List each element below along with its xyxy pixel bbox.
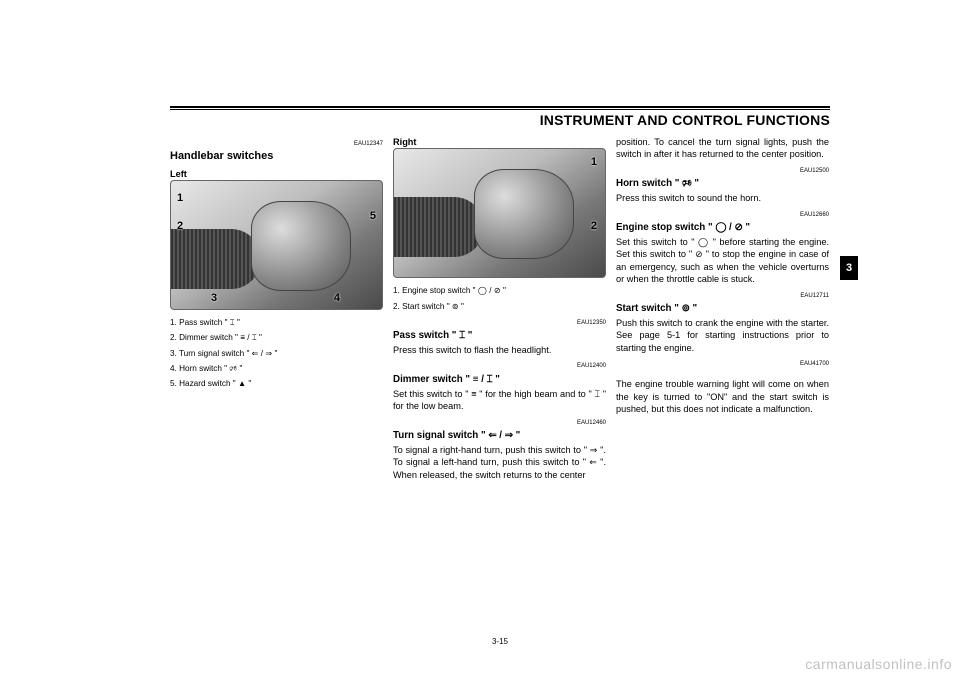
- turn-signal-cont: position. To cancel the turn signal ligh…: [616, 136, 829, 161]
- legend-left: 1. Pass switch " ⌶ " 2. Dimmer switch " …: [170, 316, 383, 390]
- callout-2: 2: [591, 219, 597, 234]
- legend-item: 4. Horn switch " 🕫 ": [170, 362, 383, 375]
- start-switch-body: Push this switch to crank the engine wit…: [616, 317, 829, 354]
- left-label: Left: [170, 168, 383, 180]
- horn-switch-heading: Horn switch " 🕫 ": [616, 177, 829, 190]
- column-2: Right 1 2 1. Engine stop switch " ◯ / ⊘ …: [393, 134, 606, 483]
- column-3: position. To cancel the turn signal ligh…: [616, 134, 829, 483]
- legend-right: 1. Engine stop switch " ◯ / ⊘ " 2. Start…: [393, 284, 606, 312]
- legend-item: 1. Engine stop switch " ◯ / ⊘ ": [393, 284, 606, 297]
- rule-thin: [170, 109, 830, 110]
- start-switch-heading: Start switch " ⊚ ": [616, 302, 829, 315]
- warning-body: The engine trouble warning light will co…: [616, 378, 829, 415]
- manual-page: INSTRUMENT AND CONTROL FUNCTIONS 3 EAU12…: [170, 106, 830, 646]
- engine-stop-body: Set this switch to " ◯ " before starting…: [616, 236, 829, 286]
- dimmer-switch-heading: Dimmer switch " ≡ / ⌶ ": [393, 373, 606, 386]
- switch-pod-shape: [474, 169, 574, 259]
- horn-switch-body: Press this switch to sound the horn.: [616, 192, 829, 204]
- legend-item: 2. Start switch " ⊚ ": [393, 300, 606, 313]
- legend-item: 2. Dimmer switch " ≡ / ⌶ ": [170, 331, 383, 344]
- figure-left-handlebar: 1 2 3 4 5: [170, 180, 383, 310]
- callout-4: 4: [334, 291, 340, 306]
- right-label: Right: [393, 136, 606, 148]
- pass-switch-body: Press this switch to flash the headlight…: [393, 344, 606, 356]
- callout-5: 5: [370, 209, 376, 224]
- page-title: INSTRUMENT AND CONTROL FUNCTIONS: [540, 112, 830, 128]
- rule-thick: [170, 106, 830, 108]
- grip-shape: [171, 229, 261, 289]
- legend-item: 5. Hazard switch " ▲ ": [170, 377, 383, 390]
- content-columns: EAU12347 Handlebar switches Left 1 2 3 4…: [170, 134, 830, 483]
- figure-right-handlebar: 1 2: [393, 148, 606, 278]
- pass-switch-heading: Pass switch " ⌶ ": [393, 329, 606, 342]
- callout-3: 3: [211, 291, 217, 306]
- ref-code: EAU41700: [616, 360, 829, 368]
- ref-code: EAU12460: [393, 419, 606, 427]
- ref-code: EAU12500: [616, 167, 829, 175]
- grip-shape: [394, 197, 484, 257]
- switch-pod-shape: [251, 201, 351, 291]
- dimmer-switch-body: Set this switch to " ≡ " for the high be…: [393, 388, 606, 413]
- legend-item: 3. Turn signal switch " ⇐ / ⇒ ": [170, 347, 383, 360]
- callout-1: 1: [177, 191, 183, 206]
- page-header: INSTRUMENT AND CONTROL FUNCTIONS: [170, 112, 830, 128]
- callout-2: 2: [177, 219, 183, 234]
- ref-code: EAU12400: [393, 362, 606, 370]
- legend-item: 1. Pass switch " ⌶ ": [170, 316, 383, 329]
- section-title: Handlebar switches: [170, 149, 383, 164]
- page-number: 3-15: [170, 637, 830, 646]
- ref-code: EAU12660: [616, 211, 829, 219]
- turn-signal-body: To signal a right-hand turn, push this s…: [393, 444, 606, 481]
- ref-code: EAU12347: [170, 140, 383, 148]
- ref-code: EAU12711: [616, 292, 829, 300]
- engine-stop-heading: Engine stop switch " ◯ / ⊘ ": [616, 221, 829, 234]
- watermark: carmanualsonline.info: [805, 656, 952, 672]
- chapter-tab: 3: [840, 256, 858, 280]
- turn-signal-heading: Turn signal switch " ⇐ / ⇒ ": [393, 429, 606, 442]
- column-1: EAU12347 Handlebar switches Left 1 2 3 4…: [170, 134, 383, 483]
- callout-1: 1: [591, 155, 597, 170]
- ref-code: EAU12350: [393, 319, 606, 327]
